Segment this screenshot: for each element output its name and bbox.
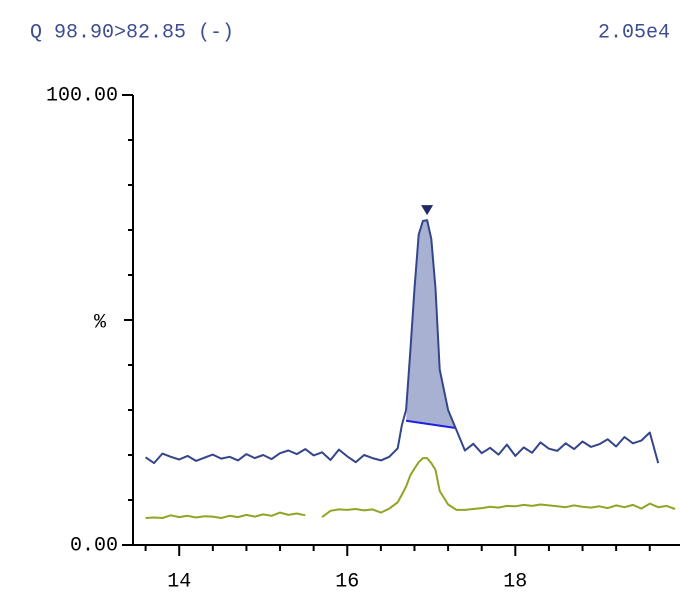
trace xyxy=(145,219,660,465)
peak-baseline xyxy=(405,419,456,429)
x-tick-label: 18 xyxy=(503,570,527,593)
apex-marker xyxy=(421,205,434,216)
y-axis-label: % xyxy=(94,311,107,334)
y-tick-label: 100.00 xyxy=(46,84,118,107)
x-tick-label: 16 xyxy=(335,570,359,593)
peak-area xyxy=(406,220,456,428)
y-tick-label: 0.00 xyxy=(70,534,118,557)
intensity-label: 2.05e4 xyxy=(598,21,670,44)
trace xyxy=(145,457,676,519)
x-tick-label: 14 xyxy=(167,570,191,593)
chart-title: Q 98.90>82.85 (-) xyxy=(30,21,234,44)
